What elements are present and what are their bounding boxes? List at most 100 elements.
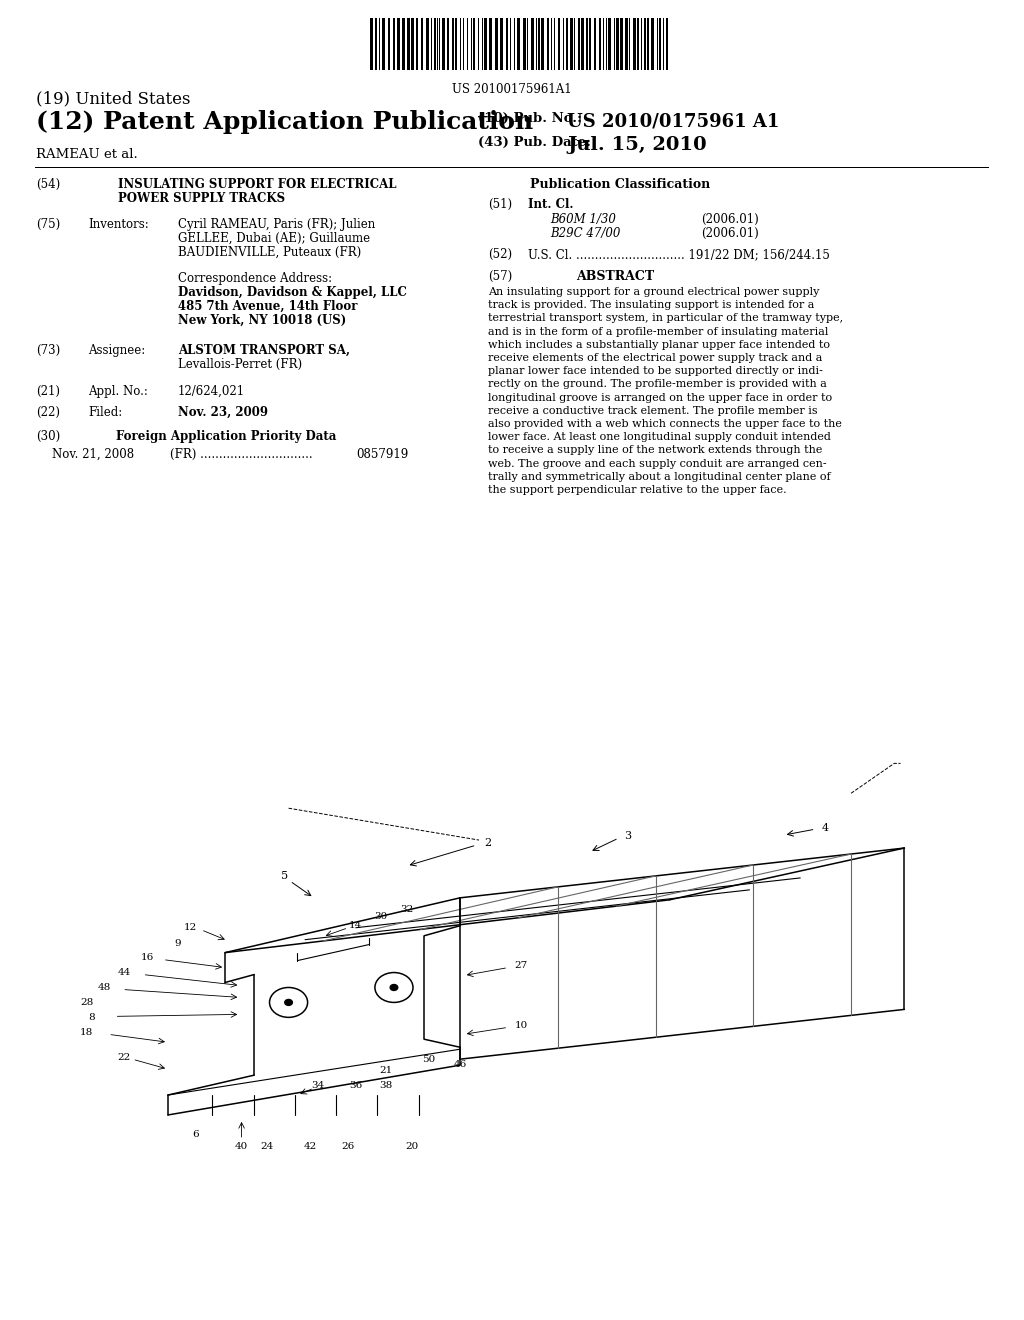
Bar [531,18,534,70]
Bar [560,18,563,70]
Bar [479,18,482,70]
Text: 46: 46 [454,1060,467,1069]
Text: 34: 34 [311,1081,325,1089]
Bar [547,18,549,70]
Text: (12) Patent Application Publication: (12) Patent Application Publication [36,110,534,135]
Text: trally and symmetrically about a longitudinal center plane of: trally and symmetrically about a longitu… [488,471,830,482]
Bar [647,18,649,70]
Text: (10) Pub. No.:: (10) Pub. No.: [478,112,582,125]
Text: B29C 47/00: B29C 47/00 [550,227,621,240]
Bar [445,18,447,70]
Text: 12: 12 [184,923,198,932]
Text: (43) Pub. Date:: (43) Pub. Date: [478,136,591,149]
Text: 14: 14 [349,921,362,931]
Bar [457,18,460,70]
Bar [390,18,393,70]
Text: US 2010/0175961 A1: US 2010/0175961 A1 [567,112,779,129]
Text: (51): (51) [488,198,512,211]
Text: 8: 8 [88,1012,95,1022]
Bar [495,18,498,70]
Bar [578,18,580,70]
Bar [484,18,487,70]
Text: 30: 30 [375,912,388,921]
Bar [651,18,654,70]
Bar [564,18,566,70]
Bar [447,18,449,70]
Bar [568,18,570,70]
Text: 6: 6 [193,1130,200,1139]
Text: US 20100175961A1: US 20100175961A1 [453,83,571,96]
Bar [393,18,395,70]
Bar [520,18,523,70]
Text: (19) United States: (19) United States [36,90,190,107]
Text: Appl. No.:: Appl. No.: [88,385,147,399]
Text: U.S. Cl. ............................. 191/22 DM; 156/244.15: U.S. Cl. ............................. 1… [528,248,829,261]
Bar [500,18,503,70]
Bar [666,18,668,70]
Text: (FR) ..............................: (FR) .............................. [170,447,312,461]
Text: also provided with a web which connects the upper face to the: also provided with a web which connects … [488,418,842,429]
Bar [586,18,588,70]
Bar [429,18,431,70]
Bar [517,18,520,70]
Bar [406,18,407,70]
Bar [395,18,397,70]
Bar [581,18,584,70]
Text: An insulating support for a ground electrical power supply: An insulating support for a ground elect… [488,286,819,297]
Bar [375,18,377,70]
Bar [552,18,554,70]
Bar [449,18,452,70]
Bar [440,18,442,70]
Bar [575,18,578,70]
Text: Foreign Application Priority Data: Foreign Application Priority Data [116,430,336,444]
Text: BAUDIENVILLE, Puteaux (FR): BAUDIENVILLE, Puteaux (FR) [178,246,361,259]
Bar [35,166,989,168]
Bar [416,18,418,70]
Bar [370,18,373,70]
Text: INSULATING SUPPORT FOR ELECTRICAL: INSULATING SUPPORT FOR ELECTRICAL [118,178,396,191]
Bar [380,18,382,70]
Bar [397,18,400,70]
Bar [528,18,531,70]
Text: Correspondence Address:: Correspondence Address: [178,272,332,285]
Text: (52): (52) [488,248,512,261]
Text: 26: 26 [342,1142,355,1151]
Text: 485 7th Avenue, 14th Floor: 485 7th Avenue, 14th Floor [178,300,357,313]
Text: GELLEE, Dubai (AE); Guillaume: GELLEE, Dubai (AE); Guillaume [178,232,370,246]
Bar [388,18,390,70]
Text: Jul. 15, 2010: Jul. 15, 2010 [567,136,707,154]
Text: which includes a substantially planar upper face intended to: which includes a substantially planar up… [488,339,830,350]
Text: Filed:: Filed: [88,407,122,418]
Text: Levallois-Perret (FR): Levallois-Perret (FR) [178,358,302,371]
Text: 44: 44 [118,968,131,977]
Bar [432,18,434,70]
Bar [434,18,436,70]
Bar [558,18,560,70]
Text: Inventors:: Inventors: [88,218,148,231]
Text: 0857919: 0857919 [356,447,409,461]
Bar [414,18,416,70]
Text: 28: 28 [80,998,93,1007]
Text: receive a conductive track element. The profile member is: receive a conductive track element. The … [488,405,817,416]
Bar [442,18,445,70]
Circle shape [390,985,397,990]
Bar [604,18,606,70]
Bar [534,18,536,70]
Bar [461,18,463,70]
Text: 3: 3 [624,832,631,841]
Bar [423,18,426,70]
Bar [544,18,547,70]
Bar [623,18,625,70]
Text: 48: 48 [98,983,111,993]
Bar [475,18,478,70]
Bar [411,18,414,70]
Bar [426,18,429,70]
Bar [492,18,495,70]
Bar [616,18,618,70]
Bar [402,18,406,70]
Bar [523,18,526,70]
Text: 50: 50 [422,1055,435,1064]
Bar [637,18,639,70]
Text: (57): (57) [488,271,512,282]
Text: 21: 21 [380,1065,393,1074]
